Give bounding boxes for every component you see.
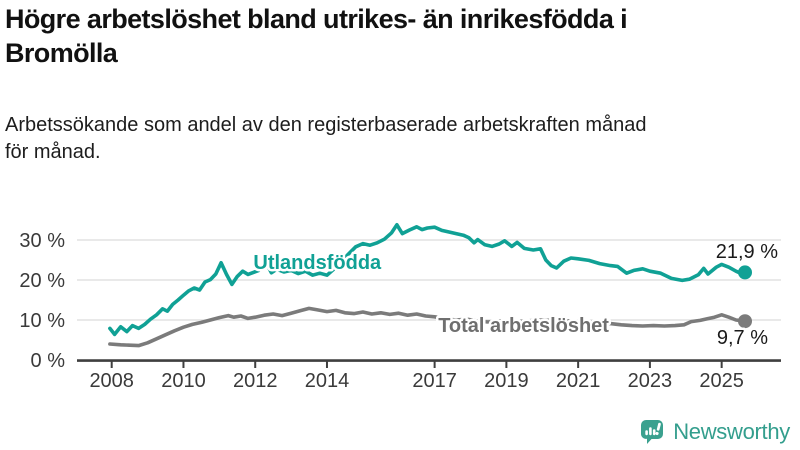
unemployment-line-chart: 2008 2010 2012 2014 2017 2019 2021 2023 2025 0 % 1…	[19, 223, 781, 392]
x-tick-label-2008: 2008	[89, 370, 134, 392]
newsworthy-logo-icon	[641, 420, 664, 444]
chart-subtitle-line2: för månad.	[5, 141, 101, 163]
end-value-label-0: 21,9 %	[716, 241, 778, 263]
series-label-1: Total arbetslöshet	[438, 315, 609, 337]
series-line-1	[108, 306, 747, 348]
x-tick-label-2010: 2010	[161, 370, 206, 392]
newsworthy-wordmark: Newsworthy	[673, 418, 790, 444]
chart-title-line1: Högre arbetslöshet bland utrikes- än inr…	[5, 4, 628, 34]
newsworthy-branding: Newsworthy	[638, 417, 790, 446]
chart-title: Högre arbetslöshet bland utrikes- än inr…	[5, 2, 797, 71]
x-tick-label-2021: 2021	[556, 370, 601, 392]
y-tick-label-0: 0 %	[31, 350, 66, 372]
end-dot-1	[738, 314, 752, 329]
speech-bubble-shape	[641, 420, 664, 444]
series-line-0	[108, 223, 747, 337]
x-tick-label-2019: 2019	[484, 370, 529, 392]
x-tick-label-2014: 2014	[305, 370, 350, 392]
chart-title-line2: Bromölla	[5, 38, 118, 69]
chart-subtitle: Arbetssökande som andel av den registerb…	[5, 112, 797, 166]
y-tick-label-20: 20 %	[19, 270, 65, 292]
bar-chart-bar-1	[645, 430, 649, 436]
series-label-0: Utlandsfödda	[253, 252, 382, 274]
bar-chart-bar-2	[649, 427, 652, 436]
x-tick-label-2023: 2023	[628, 370, 673, 392]
chart-subtitle-line1: Arbetssökande som andel av den registerb…	[5, 114, 647, 136]
x-tick-label-2025: 2025	[699, 370, 744, 392]
y-tick-label-30: 30 %	[19, 230, 65, 252]
bar-chart-bar-3	[653, 429, 656, 436]
y-tick-label-10: 10 %	[19, 310, 65, 332]
x-tick-label-2012: 2012	[233, 370, 278, 392]
exclamation-mark	[655, 422, 662, 436]
end-dot-0	[738, 265, 752, 280]
x-tick-label-2017: 2017	[412, 370, 457, 392]
end-value-label-1: 9,7 %	[717, 327, 768, 349]
